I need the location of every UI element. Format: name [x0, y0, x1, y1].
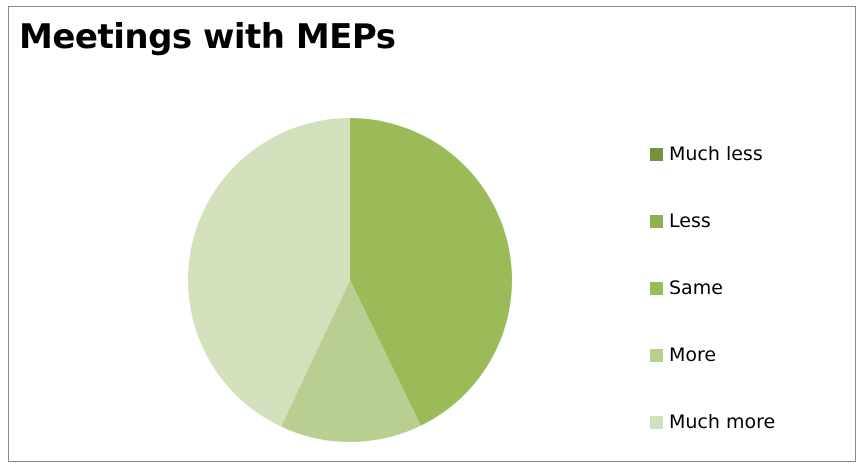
pie-slice-more — [281, 280, 421, 442]
legend-swatch — [650, 348, 663, 362]
legend-label: Less — [669, 210, 711, 232]
legend-swatch — [650, 415, 663, 429]
legend-item-less: Less — [650, 208, 711, 234]
legend-swatch — [650, 147, 663, 161]
legend-label: Same — [669, 277, 723, 299]
legend-label: Much more — [669, 411, 776, 433]
legend-swatch — [650, 281, 663, 295]
legend-item-much-less: Much less — [650, 141, 763, 167]
legend-label: Much less — [669, 143, 763, 165]
legend-label: More — [669, 344, 717, 366]
chart-frame: Meetings with MEPs Much less Less Same More… — [8, 6, 856, 462]
legend-item-much-more: Much more — [650, 409, 775, 435]
legend-swatch — [650, 214, 663, 228]
pie-slice-same — [350, 118, 512, 426]
pie-chart — [188, 118, 512, 442]
legend-item-more: More — [650, 342, 716, 368]
chart-title: Meetings with MEPs — [19, 17, 396, 57]
legend-item-same: Same — [650, 275, 723, 301]
pie-slice-much-more — [188, 118, 350, 427]
